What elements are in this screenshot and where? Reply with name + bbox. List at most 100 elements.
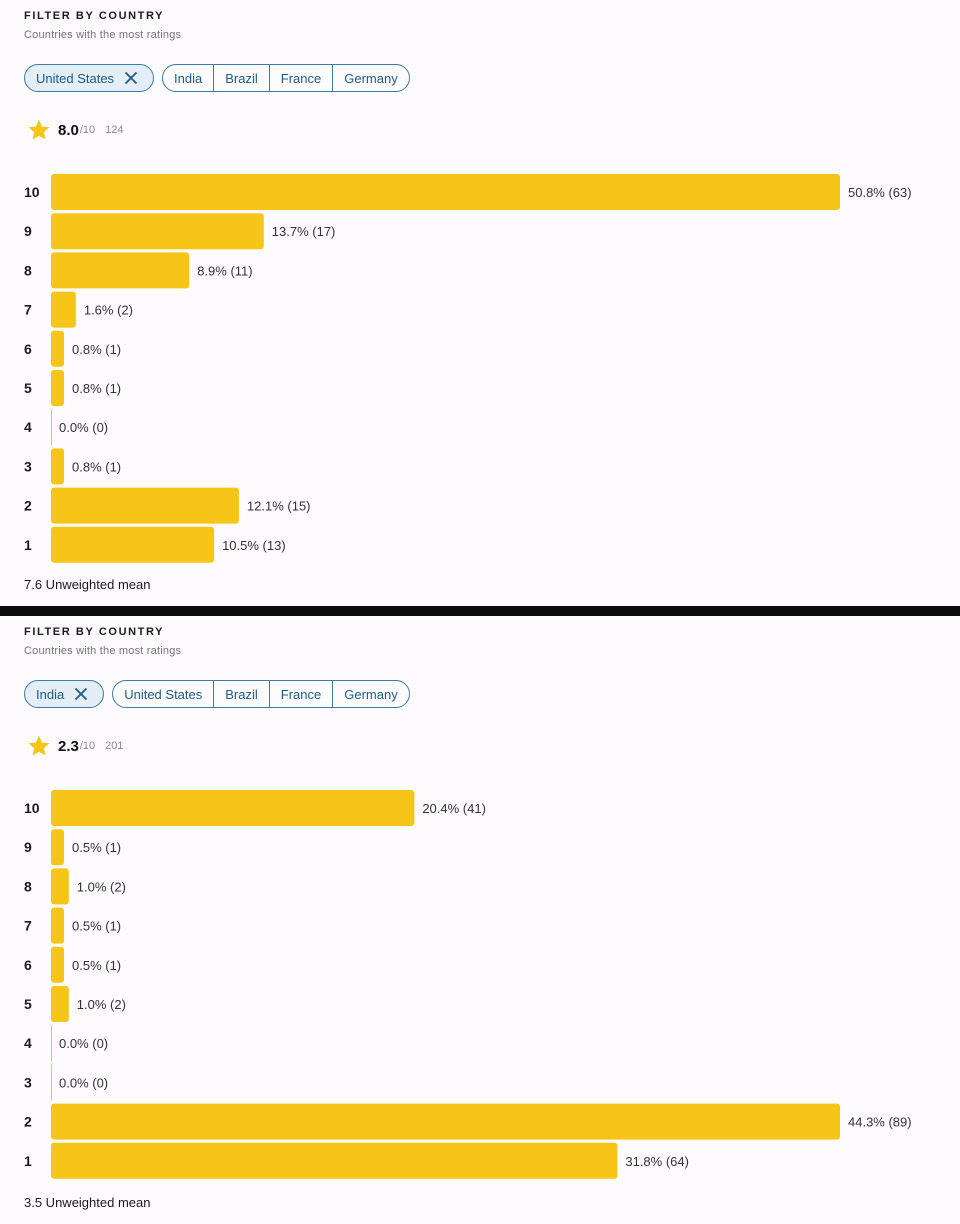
bar bbox=[51, 330, 64, 367]
star-icon bbox=[27, 118, 51, 142]
data-label: 31.8% (64) bbox=[625, 1154, 689, 1169]
country-chip-brazil[interactable]: Brazil bbox=[213, 681, 269, 707]
data-label: 10.5% (13) bbox=[222, 538, 286, 553]
data-label: 0.5% (1) bbox=[72, 919, 121, 934]
data-label: 1.0% (2) bbox=[77, 997, 126, 1012]
filter-subtitle: Countries with the most ratings bbox=[24, 645, 182, 657]
filter-subtitle: Countries with the most ratings bbox=[24, 29, 182, 41]
selected-country-chip[interactable]: United States bbox=[24, 64, 155, 92]
data-label: 0.5% (1) bbox=[72, 840, 121, 855]
data-label: 0.0% (0) bbox=[59, 1036, 108, 1051]
data-label: 0.8% (1) bbox=[72, 342, 121, 357]
data-label: 44.3% (89) bbox=[848, 1115, 912, 1130]
rating-tick-label: 3 bbox=[24, 1074, 32, 1090]
filter-title: FILTER BY COUNTRY bbox=[24, 10, 165, 22]
data-label: 0.8% (1) bbox=[72, 381, 121, 396]
close-icon[interactable] bbox=[73, 686, 89, 702]
rating-panel-united-states: FILTER BY COUNTRY Countries with the mos… bbox=[0, 0, 960, 606]
country-chips: United States India Brazil France German… bbox=[24, 64, 410, 92]
unweighted-mean: 7.6 Unweighted mean bbox=[24, 577, 151, 592]
rating-tick-label: 1 bbox=[24, 537, 32, 553]
country-chip-france[interactable]: France bbox=[268, 681, 332, 707]
bar bbox=[51, 1064, 52, 1101]
filter-title: FILTER BY COUNTRY bbox=[24, 626, 165, 638]
rating-tick-label: 4 bbox=[24, 1035, 32, 1051]
bar bbox=[51, 409, 52, 446]
rating-distribution-chart: 10 50.8% (63) 9 13.7% (17) 8 8.9% (11) 7 1.6% (… bbox=[0, 173, 960, 565]
rating-scale: /10 bbox=[79, 124, 96, 136]
country-chip-germany[interactable]: Germany bbox=[332, 681, 408, 707]
data-label: 20.4% (41) bbox=[422, 801, 486, 816]
rating-value: 2.3 bbox=[58, 737, 79, 755]
chart-svg: 10 50.8% (63) 9 13.7% (17) 8 8.9% (11) 7 1.6% (… bbox=[24, 174, 912, 563]
country-chip-india[interactable]: India bbox=[174, 70, 203, 86]
bar bbox=[51, 907, 64, 944]
data-label: 1.6% (2) bbox=[84, 303, 133, 318]
country-chip-group: United States Brazil France Germany bbox=[112, 680, 410, 708]
panel-divider bbox=[0, 606, 960, 616]
rating-summary: 2.3 /10 201 bbox=[27, 734, 124, 758]
rating-count: 201 bbox=[105, 740, 124, 752]
rating-tick-label: 3 bbox=[24, 458, 32, 474]
rating-tick-label: 6 bbox=[24, 957, 32, 973]
bar bbox=[51, 174, 840, 210]
bar bbox=[51, 946, 64, 983]
rating-distribution-chart: 10 20.4% (41) 9 0.5% (1) 8 1.0% (2) 7 0.5% (1) 6… bbox=[0, 789, 960, 1181]
rating-tick-label: 8 bbox=[24, 878, 32, 894]
rating-tick-label: 9 bbox=[24, 839, 32, 855]
bar bbox=[51, 986, 69, 1022]
bar bbox=[51, 291, 76, 328]
rating-tick-label: 10 bbox=[24, 800, 40, 816]
data-label: 1.0% (2) bbox=[77, 879, 126, 894]
bar bbox=[51, 448, 64, 485]
bar bbox=[51, 1142, 618, 1179]
data-label: 0.0% (0) bbox=[59, 420, 108, 435]
rating-count: 124 bbox=[105, 124, 124, 136]
rating-panel-india: FILTER BY COUNTRY Countries with the mos… bbox=[0, 616, 960, 1224]
bar bbox=[51, 1025, 52, 1062]
country-chips: India United States Brazil France German… bbox=[24, 680, 410, 708]
country-chip-united-states[interactable]: United States bbox=[124, 686, 203, 702]
selected-country-label: United States bbox=[36, 70, 115, 86]
rating-scale: /10 bbox=[79, 740, 96, 752]
data-label: 0.0% (0) bbox=[59, 1075, 108, 1090]
bar bbox=[51, 526, 215, 563]
bar bbox=[51, 1103, 840, 1140]
selected-country-label: India bbox=[36, 686, 65, 702]
rating-value: 8.0 bbox=[58, 121, 79, 139]
data-label: 50.8% (63) bbox=[848, 185, 912, 200]
bar bbox=[51, 370, 64, 406]
rating-tick-label: 10 bbox=[24, 184, 40, 200]
rating-tick-label: 5 bbox=[24, 380, 32, 396]
rating-tick-label: 5 bbox=[24, 996, 32, 1012]
data-label: 12.1% (15) bbox=[247, 499, 311, 514]
rating-summary: 8.0 /10 124 bbox=[27, 118, 124, 142]
data-label: 0.8% (1) bbox=[72, 459, 121, 474]
bar bbox=[51, 487, 239, 524]
rating-tick-label: 7 bbox=[24, 302, 32, 318]
rating-tick-label: 2 bbox=[24, 1114, 32, 1130]
bar bbox=[51, 829, 64, 866]
country-chip-france[interactable]: France bbox=[268, 65, 332, 91]
rating-tick-label: 8 bbox=[24, 262, 32, 278]
chart-svg: 10 20.4% (41) 9 0.5% (1) 8 1.0% (2) 7 0.5% (1) 6… bbox=[24, 790, 912, 1179]
bar bbox=[51, 868, 69, 905]
rating-tick-label: 1 bbox=[24, 1153, 32, 1169]
close-icon[interactable] bbox=[123, 70, 139, 86]
data-label: 8.9% (11) bbox=[197, 263, 252, 278]
star-icon bbox=[27, 734, 51, 758]
rating-tick-label: 4 bbox=[24, 419, 32, 435]
bar bbox=[51, 213, 264, 250]
country-chip-brazil[interactable]: Brazil bbox=[213, 65, 269, 91]
country-chip-group: India Brazil France Germany bbox=[162, 64, 410, 92]
data-label: 0.5% (1) bbox=[72, 958, 121, 973]
rating-tick-label: 6 bbox=[24, 341, 32, 357]
unweighted-mean: 3.5 Unweighted mean bbox=[24, 1195, 151, 1210]
bar bbox=[51, 790, 415, 826]
rating-tick-label: 9 bbox=[24, 223, 32, 239]
selected-country-chip[interactable]: India bbox=[24, 680, 105, 708]
data-label: 13.7% (17) bbox=[272, 224, 336, 239]
bar bbox=[51, 252, 190, 289]
country-chip-germany[interactable]: Germany bbox=[332, 65, 408, 91]
rating-tick-label: 2 bbox=[24, 498, 32, 514]
